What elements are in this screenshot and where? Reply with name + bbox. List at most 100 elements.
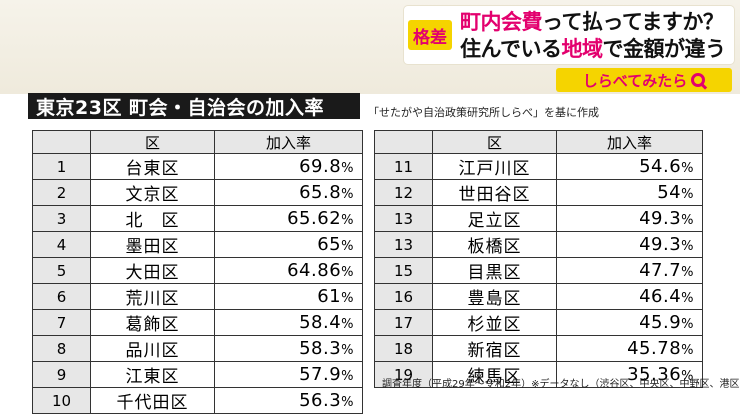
table-row: 2 文京区 65.8% [32,179,363,206]
ward-cell: 大田区 [90,257,215,284]
percent-sign: % [341,317,354,332]
table-row: 11 江戸川区 54.6% [374,153,703,180]
rate-value: 65.8 [299,182,342,203]
headline-line-1: 町内会費って払ってますか？ [460,6,724,36]
headline-box [404,6,734,64]
rank-cell: 11 [374,153,433,180]
percent-sign: % [681,343,694,358]
table-row: 5 大田区 64.86% [32,257,363,284]
percent-sign: % [341,239,354,254]
table-row: 18 新宿区 45.78% [374,335,703,362]
rate-value: 58.4 [299,312,342,333]
rank-cell: 2 [32,179,91,206]
page-title: 東京23区 町会・自治会の加入率 [28,93,360,119]
table-row: 17 杉並区 45.9% [374,309,703,336]
rate-cell: 64.86% [214,257,363,284]
table-row: 9 江東区 57.9% [32,361,363,388]
rate-cell: 54.6% [556,153,703,180]
survey-note: 調査年度（平成29年～令和2年）※データなし（渋谷区、中央区、中野区、港区） [382,379,740,390]
rank-cell: 10 [32,387,91,414]
rank-cell: 8 [32,335,91,362]
headline-highlight: 町内会費 [460,10,543,34]
rate-cell: 65.62% [214,205,363,232]
rate-cell: 35.36% [556,361,703,388]
headline-text: って払ってますか？ [542,10,724,34]
rate-value: 47.7 [639,260,682,281]
percent-sign: % [341,343,354,358]
rate-value: 45.78 [627,338,682,359]
source-credit: 「せたがや自治政策研究所しらべ」を基に作成 [368,106,599,119]
rank-cell: 16 [374,283,433,310]
table-row: 12 世田谷区 54% [374,179,703,206]
percent-sign: % [341,161,354,176]
table-row: 16 豊島区 46.4% [374,283,703,310]
ward-cell: 台東区 [90,153,215,180]
table-row: 15 目黒区 47.7% [374,257,703,284]
table-row: 7 葛飾区 58.4% [32,309,363,336]
rank-cell: 4 [32,231,91,258]
ward-cell: 江東区 [90,361,215,388]
percent-sign: % [681,187,694,202]
rate-value: 45.9 [639,312,682,333]
rank-cell: 13 [374,231,433,258]
magnifier-icon [691,73,706,87]
ward-cell: 豊島区 [432,283,557,310]
headline-text-b: で金額が違う [602,37,726,61]
table-header-row: 区 加入率 [374,130,703,154]
ward-cell: 足立区 [432,205,557,232]
rank-cell: 7 [32,309,91,336]
rate-value: 69.8 [299,156,342,177]
rank-cell: 5 [32,257,91,284]
rank-header [32,130,91,154]
rate-value: 57.9 [299,364,342,385]
headline-line-2: 住んでいる地域で金額が違う [460,33,726,63]
ranking-table-right: 区 加入率 11 江戸川区 54.6% 12 世田谷区 54% 13 足立区 49.3% 13 板橋… [374,130,703,388]
rate-value: 61 [317,286,342,307]
rate-cell: 69.8% [214,153,363,180]
rank-cell: 17 [374,309,433,336]
rate-value: 54 [657,182,682,203]
percent-sign: % [341,213,354,228]
percent-sign: % [341,395,354,410]
rate-value: 46.4 [639,286,682,307]
rate-cell: 45.78% [556,335,703,362]
table-row: 19 練馬区 35.36% [374,361,703,388]
program-logo-text: しらべてみたら [582,71,688,90]
percent-sign: % [341,369,354,384]
table-row: 1 台東区 69.8% [32,153,363,180]
rate-header: 加入率 [556,130,703,154]
rate-header: 加入率 [214,130,363,154]
rate-cell: 65% [214,231,363,258]
ward-cell: 板橋区 [432,231,557,258]
category-badge: 格差 [408,20,452,50]
percent-sign: % [681,291,694,306]
ward-cell: 新宿区 [432,335,557,362]
percent-sign: % [341,291,354,306]
rate-value: 65 [317,234,342,255]
rank-cell: 6 [32,283,91,310]
table-row: 8 品川区 58.3% [32,335,363,362]
percent-sign: % [681,239,694,254]
rate-value: 54.6 [639,156,682,177]
rank-cell: 13 [374,205,433,232]
rate-value: 56.3 [299,390,342,411]
rate-value: 35.36 [627,364,682,385]
headline-text-a: 住んでいる [460,37,562,61]
rate-cell: 58.4% [214,309,363,336]
rate-cell: 46.4% [556,283,703,310]
table-row: 6 荒川区 61% [32,283,363,310]
rate-cell: 61% [214,283,363,310]
percent-sign: % [681,161,694,176]
rank-cell: 15 [374,257,433,284]
ward-cell: 目黒区 [432,257,557,284]
ward-cell: 品川区 [90,335,215,362]
table-row: 13 板橋区 49.3% [374,231,703,258]
ward-cell: 荒川区 [90,283,215,310]
rate-value: 49.3 [639,234,682,255]
rank-cell: 1 [32,153,91,180]
ward-header: 区 [90,130,215,154]
ward-header: 区 [432,130,557,154]
rate-value: 64.86 [287,260,342,281]
percent-sign: % [341,265,354,280]
rate-cell: 56.3% [214,387,363,414]
